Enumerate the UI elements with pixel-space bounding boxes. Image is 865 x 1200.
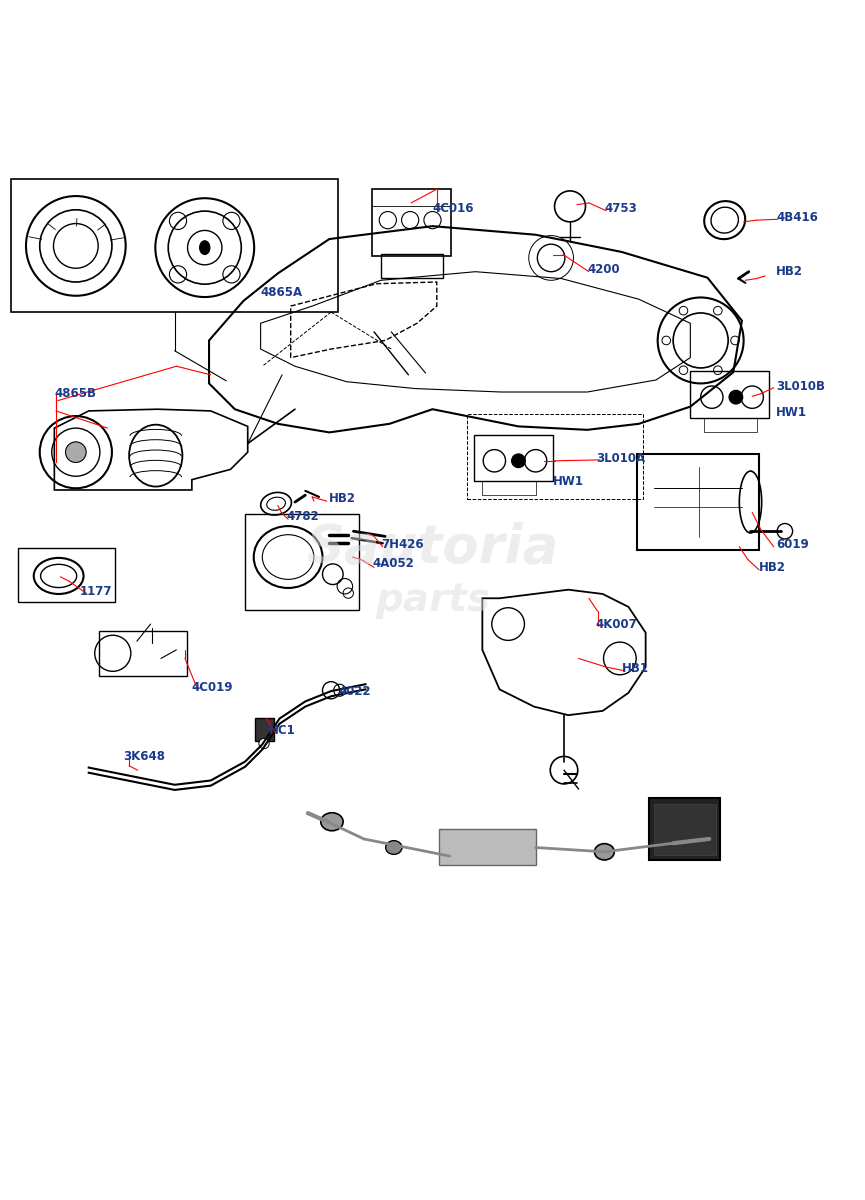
Text: 7H426: 7H426 (381, 538, 424, 551)
Bar (381, 253, 443, 277)
Bar (99, 631, 187, 676)
Ellipse shape (658, 836, 675, 850)
Text: Sautoria: Sautoria (306, 522, 559, 575)
Bar (637, 454, 759, 550)
Text: 4A052: 4A052 (372, 558, 414, 570)
Text: HW1: HW1 (553, 475, 584, 488)
Text: 4B416: 4B416 (776, 211, 818, 224)
Circle shape (259, 738, 269, 749)
Bar (11, 179, 338, 312)
Bar (654, 804, 716, 856)
Bar (18, 548, 114, 601)
Ellipse shape (200, 241, 210, 254)
Bar (372, 190, 452, 257)
Text: 4865B: 4865B (54, 388, 96, 401)
Text: 4782: 4782 (286, 510, 319, 523)
Bar (649, 798, 720, 859)
Text: 4865A: 4865A (260, 286, 303, 299)
Bar (704, 418, 758, 432)
Ellipse shape (594, 844, 614, 860)
Text: 4K007: 4K007 (596, 618, 638, 630)
Text: 1177: 1177 (80, 584, 112, 598)
Bar (254, 718, 273, 740)
Ellipse shape (386, 841, 402, 854)
Text: 4C016: 4C016 (432, 203, 474, 216)
Ellipse shape (321, 812, 343, 830)
Bar (467, 414, 643, 498)
Text: HW1: HW1 (776, 406, 807, 419)
Text: HB2: HB2 (759, 560, 786, 574)
Text: HB1: HB1 (622, 662, 649, 676)
Text: 4022: 4022 (338, 685, 370, 698)
Circle shape (511, 454, 525, 468)
Text: parts: parts (375, 581, 490, 619)
Circle shape (729, 390, 743, 404)
Text: 6019: 6019 (776, 538, 809, 551)
Circle shape (66, 442, 86, 462)
Bar (245, 514, 359, 611)
Text: 3L010A: 3L010A (596, 451, 645, 464)
Text: 4C019: 4C019 (192, 682, 234, 694)
Text: 3K648: 3K648 (123, 750, 165, 763)
Text: HB2: HB2 (330, 492, 356, 505)
Text: 3L010B: 3L010B (776, 380, 825, 394)
Bar (690, 371, 769, 418)
Bar (439, 829, 535, 865)
Bar (474, 434, 553, 481)
Text: HC1: HC1 (269, 724, 296, 737)
Text: 4753: 4753 (605, 203, 638, 216)
Bar (483, 481, 535, 496)
Text: 4200: 4200 (587, 263, 620, 276)
Text: HB2: HB2 (776, 265, 804, 278)
